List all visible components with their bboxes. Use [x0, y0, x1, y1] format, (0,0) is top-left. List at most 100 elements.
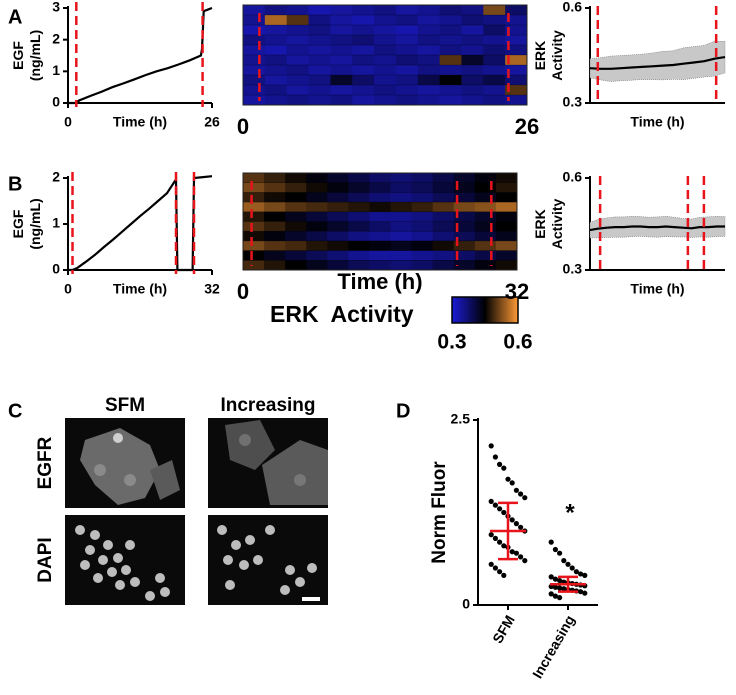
data-point	[501, 572, 507, 579]
colorbar	[451, 296, 519, 324]
heatmap-cell	[390, 192, 413, 203]
heatmap-cell	[390, 221, 413, 232]
heatmap-cell	[395, 95, 419, 106]
micrograph-egfr-increasing	[208, 418, 328, 508]
heatmap-cell	[432, 260, 455, 271]
heatmap-cell	[243, 192, 265, 203]
heatmap-cell	[453, 221, 476, 232]
data-point	[509, 549, 515, 555]
heatmap-cell	[390, 202, 413, 213]
heatmap-cell	[243, 15, 266, 26]
heatmap-cell	[243, 250, 265, 261]
y-tick-label: 0	[462, 596, 470, 612]
heatmap-cell	[474, 202, 497, 213]
heatmap-cell	[495, 260, 518, 271]
column-label: Increasing	[220, 395, 315, 416]
heatmap-cell	[461, 65, 484, 76]
heatmap-cell	[395, 75, 419, 86]
heatmap-cell	[374, 35, 397, 46]
egf-line	[68, 6, 213, 105]
data-point	[522, 495, 528, 501]
heatmap-cell	[374, 75, 397, 86]
significance-mark: *	[565, 499, 575, 526]
y-tick-label: 2	[52, 169, 60, 185]
heatmap-cell	[417, 65, 441, 76]
data-point	[557, 550, 563, 556]
data-point	[552, 593, 559, 599]
heatmap-cell	[352, 5, 375, 16]
heatmap-cell	[495, 202, 518, 213]
heatmap-cell	[439, 35, 462, 46]
heatmap-cell	[369, 192, 392, 203]
heatmap-cell	[453, 202, 476, 213]
y-axis-label: Norm Fluor	[429, 461, 450, 564]
heatmap-cell	[348, 231, 370, 242]
data-point	[569, 565, 575, 571]
heatmap-cell	[243, 25, 266, 36]
heatmap-cell	[264, 173, 286, 184]
heatmap-cell	[411, 192, 434, 203]
heatmap-cell	[369, 260, 392, 271]
y-tick-label: 0	[52, 261, 60, 277]
heatmap-cell	[243, 55, 266, 66]
data-point	[578, 571, 584, 577]
chart-heatmap: 0 32 Time (h)	[237, 172, 529, 304]
data-point	[513, 487, 520, 493]
heatmap-cell	[483, 85, 506, 96]
heatmap-cell	[432, 240, 455, 252]
error-band	[589, 41, 726, 82]
heatmap-cell	[285, 231, 307, 242]
data-point	[573, 569, 580, 575]
data-point	[518, 491, 524, 497]
data-point	[497, 506, 503, 512]
data-point	[552, 584, 559, 590]
heatmap-cell	[439, 85, 462, 96]
heatmap-cell	[327, 192, 349, 203]
data-point	[492, 535, 498, 542]
heatmap-cell	[352, 15, 375, 26]
y-axis-label: Activity	[549, 199, 565, 250]
y-axis-label: (ng/mL)	[27, 30, 43, 81]
heatmap-cell	[439, 5, 462, 16]
y-axis-label: (ng/mL)	[27, 198, 43, 249]
colorbar-tick-label: 0.6	[503, 331, 532, 354]
heatmap-cell	[395, 35, 419, 46]
data-point	[497, 461, 503, 467]
data-point	[582, 590, 588, 596]
heatmap-cell	[306, 221, 328, 232]
x-tick-label: 32	[505, 279, 529, 304]
heatmap-cell	[432, 231, 455, 242]
heatmap-cell	[483, 45, 506, 56]
data-point	[501, 509, 507, 516]
heatmap-cell	[327, 221, 349, 232]
heatmap-cell	[327, 202, 349, 213]
chart-band: 0.3 0.6 Time (h) ERK Activity	[532, 0, 726, 130]
heatmap-cell	[374, 15, 397, 26]
x-tick-label: 0	[64, 114, 72, 130]
heatmap-cell	[411, 260, 434, 271]
heatmap-cell	[264, 85, 288, 96]
heatmap-cell	[352, 35, 375, 46]
heatmap-cell	[411, 221, 434, 232]
heatmap-cell	[286, 95, 310, 106]
y-tick-label: 2.5	[451, 411, 471, 427]
x-tick-label: 0	[237, 114, 249, 139]
heatmap-cell	[483, 35, 506, 46]
heatmap-cell	[505, 25, 528, 36]
mean-line	[589, 225, 725, 232]
micrograph-egfr-sfm	[65, 418, 185, 508]
heatmap-cell	[474, 211, 497, 222]
y-tick-label: 0.6	[563, 169, 583, 185]
mean-line	[589, 56, 726, 70]
heatmap-cell	[352, 65, 375, 76]
heatmap-cell	[390, 250, 413, 261]
heatmap-cell	[495, 173, 518, 184]
heatmap-cell	[453, 192, 476, 203]
heatmap-cell	[369, 182, 392, 193]
heatmap-cell	[453, 260, 476, 271]
heatmap-cell	[264, 231, 286, 242]
x-axis-label: Time (h)	[113, 281, 167, 297]
heatmap-cell	[308, 55, 331, 66]
heatmap-cell	[264, 211, 286, 222]
data-point	[552, 546, 559, 553]
